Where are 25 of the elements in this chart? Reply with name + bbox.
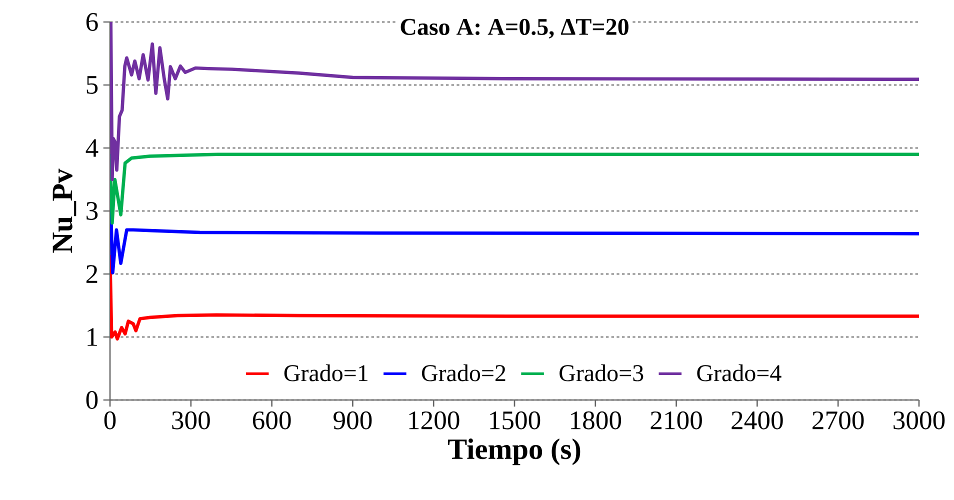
x-tick-label: 1500 [490,411,540,430]
x-tick-label: 600 [252,411,291,430]
x-tick-label: 2700 [812,411,864,430]
y-tick-label: 4 [86,139,98,157]
y-axis-title: Nu_Pv [52,168,76,253]
x-tick-label: 300 [172,411,210,430]
x-tick-label: 900 [334,411,372,430]
x-axis-title: Tiempo (s) [448,438,580,466]
y-tick-label: 6 [86,13,98,31]
y-tick-label: 0 [86,390,98,409]
x-tick-label: 1200 [409,411,460,430]
y-tick-label: 3 [86,202,98,220]
y-tick-label: 1 [88,328,98,346]
x-tick-label: 0 [104,411,116,430]
y-tick-label: 5 [86,76,98,94]
legend-label: Grado=1 [284,364,368,382]
y-tick-label: 2 [86,265,98,283]
x-tick-label: 2400 [732,411,783,430]
legend-label: Grado=3 [560,364,644,382]
x-tick-label: 3000 [894,411,945,430]
legend-label: Grado=4 [697,364,782,382]
x-tick-label: 1800 [571,411,622,430]
x-tick-label: 2100 [650,411,702,430]
chart-title: Caso A: A=0.5, ΔT=20 [400,18,628,39]
legend-label: Grado=2 [422,364,506,382]
